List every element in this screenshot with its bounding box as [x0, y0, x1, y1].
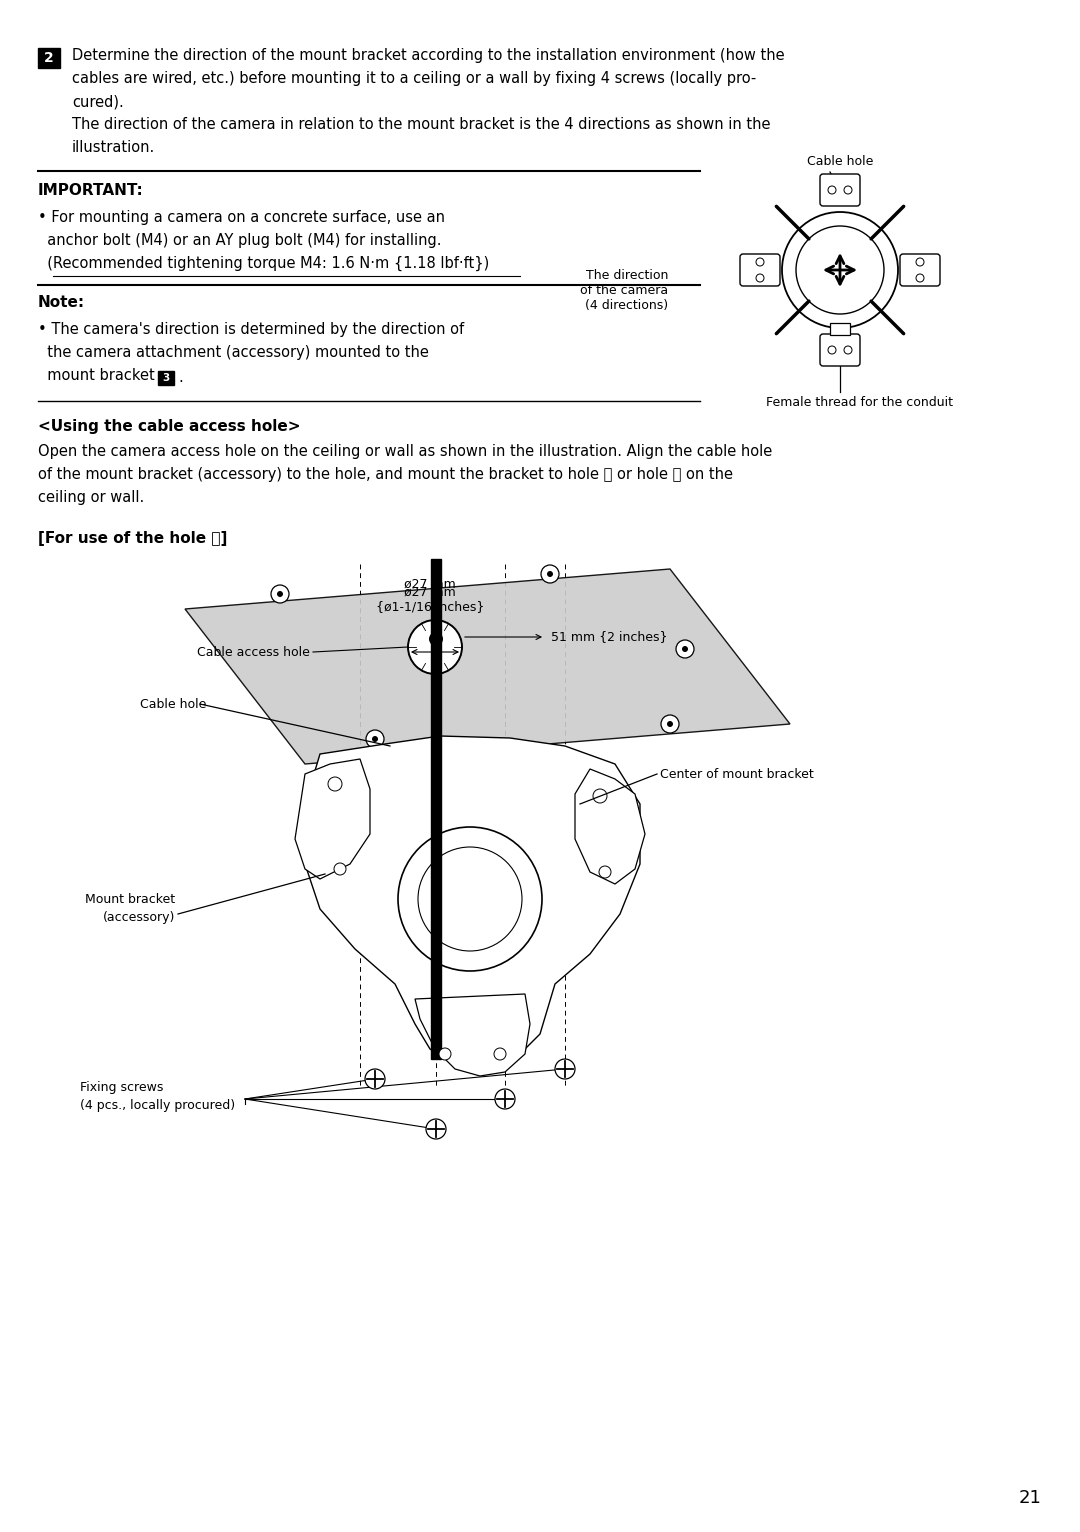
Circle shape: [555, 1059, 575, 1079]
Text: [For use of the hole Ⓐ]: [For use of the hole Ⓐ]: [38, 532, 228, 545]
Circle shape: [843, 346, 852, 354]
Circle shape: [418, 847, 522, 951]
Text: .: .: [178, 369, 183, 385]
Circle shape: [366, 731, 384, 748]
Circle shape: [408, 620, 462, 674]
Circle shape: [372, 735, 378, 741]
Circle shape: [599, 866, 611, 878]
Circle shape: [276, 591, 283, 597]
Circle shape: [365, 1069, 384, 1089]
Circle shape: [438, 1048, 451, 1060]
Text: cables are wired, etc.) before mounting it to a ceiling or a wall by fixing 4 sc: cables are wired, etc.) before mounting …: [72, 70, 756, 86]
Text: mount bracket: mount bracket: [38, 368, 154, 383]
Bar: [158, 371, 174, 385]
Text: (Recommended tightening torque M4: 1.6 N·m {1.18 lbf·ft}): (Recommended tightening torque M4: 1.6 N…: [38, 256, 489, 271]
Text: Female thread for the conduit: Female thread for the conduit: [767, 395, 954, 409]
Text: • For mounting a camera on a concrete surface, use an: • For mounting a camera on a concrete su…: [38, 210, 445, 225]
Text: the camera attachment (accessory) mounted to the: the camera attachment (accessory) mounte…: [38, 345, 429, 360]
Text: (4 pcs., locally procured): (4 pcs., locally procured): [80, 1098, 235, 1112]
Circle shape: [495, 1089, 515, 1109]
Text: • The camera's direction is determined by the direction of: • The camera's direction is determined b…: [38, 322, 464, 337]
Text: anchor bolt (M4) or an AY plug bolt (M4) for installing.: anchor bolt (M4) or an AY plug bolt (M4)…: [38, 233, 442, 248]
Text: Cable hole: Cable hole: [807, 155, 874, 169]
Text: ø27 mm: ø27 mm: [404, 578, 456, 591]
Text: ø27 mm: ø27 mm: [404, 587, 456, 599]
Bar: [431, 559, 441, 1059]
Circle shape: [828, 346, 836, 354]
Text: illustration.: illustration.: [72, 139, 156, 155]
Text: Open the camera access hole on the ceiling or wall as shown in the illustration.: Open the camera access hole on the ceili…: [38, 444, 772, 460]
Bar: [38, 47, 60, 67]
Text: Determine the direction of the mount bracket according to the installation envir: Determine the direction of the mount bra…: [72, 47, 785, 63]
Text: Note:: Note:: [38, 296, 85, 309]
Text: <Using the cable access hole>: <Using the cable access hole>: [38, 418, 300, 434]
Text: 21: 21: [1020, 1489, 1042, 1507]
Circle shape: [756, 257, 764, 267]
Circle shape: [661, 715, 679, 732]
Circle shape: [916, 274, 924, 282]
Text: Fixing screws: Fixing screws: [80, 1082, 163, 1094]
Circle shape: [916, 257, 924, 267]
Text: ceiling or wall.: ceiling or wall.: [38, 490, 145, 506]
Circle shape: [334, 863, 346, 875]
Text: (accessory): (accessory): [103, 912, 175, 924]
Text: 2: 2: [44, 51, 54, 64]
Text: of the mount bracket (accessory) to the hole, and mount the bracket to hole Ⓐ or: of the mount bracket (accessory) to the …: [38, 467, 733, 483]
Polygon shape: [185, 568, 789, 764]
Text: Center of mount bracket: Center of mount bracket: [660, 768, 813, 780]
Circle shape: [593, 789, 607, 803]
Text: 3: 3: [162, 372, 170, 383]
Polygon shape: [295, 758, 370, 879]
Polygon shape: [415, 994, 530, 1075]
FancyBboxPatch shape: [820, 175, 860, 205]
Circle shape: [796, 227, 885, 314]
Circle shape: [426, 1118, 446, 1138]
Text: IMPORTANT:: IMPORTANT:: [38, 182, 144, 198]
Circle shape: [399, 827, 542, 971]
Circle shape: [328, 777, 342, 791]
Circle shape: [546, 571, 553, 578]
Circle shape: [782, 211, 897, 328]
Text: cured).: cured).: [72, 93, 124, 109]
Polygon shape: [305, 735, 640, 1069]
FancyBboxPatch shape: [820, 334, 860, 366]
FancyBboxPatch shape: [900, 254, 940, 286]
Circle shape: [828, 185, 836, 195]
FancyBboxPatch shape: [740, 254, 780, 286]
Text: 51 mm {2 inches}: 51 mm {2 inches}: [551, 631, 667, 643]
Circle shape: [843, 185, 852, 195]
Circle shape: [494, 1048, 507, 1060]
Text: {ø1-1/16 inches}: {ø1-1/16 inches}: [376, 601, 484, 613]
Text: Mount bracket: Mount bracket: [85, 893, 175, 905]
Circle shape: [667, 722, 673, 728]
Circle shape: [541, 565, 559, 584]
Circle shape: [756, 274, 764, 282]
Text: The direction
of the camera
(4 directions): The direction of the camera (4 direction…: [580, 268, 669, 311]
Circle shape: [429, 633, 443, 647]
Circle shape: [676, 640, 694, 659]
Text: Cable hole: Cable hole: [140, 697, 206, 711]
Polygon shape: [575, 769, 645, 884]
Circle shape: [271, 585, 289, 604]
Text: Cable access hole: Cable access hole: [198, 645, 310, 659]
Text: The direction of the camera in relation to the mount bracket is the 4 directions: The direction of the camera in relation …: [72, 116, 770, 132]
Circle shape: [681, 647, 688, 653]
Bar: [831, 323, 850, 336]
